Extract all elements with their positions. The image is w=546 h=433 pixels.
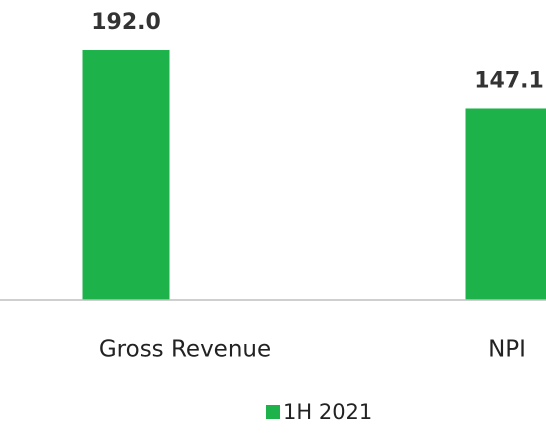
legend-swatch [266, 405, 280, 419]
value-label: 147.1 [474, 68, 544, 93]
bar [82, 50, 170, 301]
bar [465, 108, 546, 300]
x-tick-label: NPI [488, 337, 526, 363]
value-label: 192.0 [91, 10, 161, 35]
x-tick-label: Gross Revenue [99, 337, 271, 363]
legend-label: 1H 2021 [283, 400, 372, 424]
